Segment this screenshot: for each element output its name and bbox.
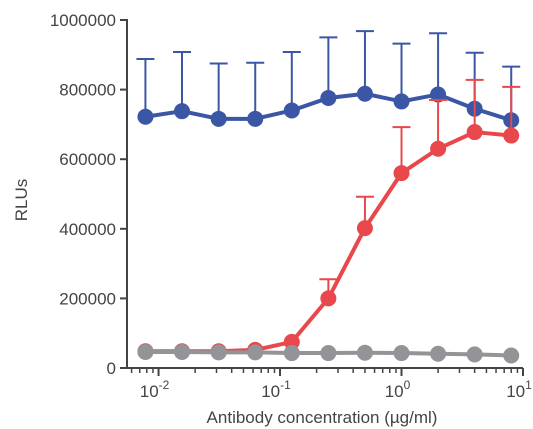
data-point (466, 124, 483, 141)
axes (126, 19, 523, 369)
series-layer (136, 30, 521, 364)
y-tick-label: 600000 (59, 150, 116, 169)
data-point (393, 165, 410, 182)
series-3 (137, 343, 520, 364)
series-line (145, 130, 512, 354)
x-axis-label: Antibody concentration (µg/ml) (207, 408, 438, 427)
data-point (503, 127, 520, 144)
y-axis-label: RLUs (12, 179, 31, 222)
data-point (137, 343, 154, 360)
data-point (283, 102, 300, 119)
data-point (137, 108, 154, 125)
data-point (210, 110, 227, 127)
data-point (430, 86, 447, 103)
x-tick-label: 10-1 (261, 378, 291, 401)
data-point (356, 85, 373, 102)
data-point (430, 140, 447, 157)
y-tick-label: 200000 (59, 289, 116, 308)
data-point (466, 346, 483, 363)
data-point (320, 345, 337, 362)
data-point (283, 345, 300, 362)
y-tick-label: 400000 (59, 220, 116, 239)
x-axis-ticks: 10-2 10-1 100 101 (130, 368, 532, 401)
data-point (356, 220, 373, 237)
data-point (320, 290, 337, 307)
x-tick-label: 10-2 (140, 378, 170, 401)
data-point (503, 347, 520, 364)
data-point (356, 344, 373, 361)
data-point (393, 93, 410, 110)
y-tick-label: 1000000 (50, 11, 116, 30)
data-point (210, 344, 227, 361)
x-tick-label: 100 (385, 378, 411, 401)
data-point (247, 344, 264, 361)
y-tick-label: 0 (107, 359, 116, 378)
data-point (320, 89, 337, 106)
data-point (430, 345, 447, 362)
y-tick-label: 800000 (59, 81, 116, 100)
x-tick-label: 101 (506, 378, 532, 401)
y-axis-ticks: 0 200000 400000 600000 800000 1000000 (50, 11, 127, 378)
data-point (247, 110, 264, 127)
series-1 (136, 30, 521, 129)
data-point (174, 103, 191, 120)
data-point (174, 343, 191, 360)
series-2 (137, 78, 521, 360)
data-point (393, 345, 410, 362)
data-point (283, 333, 300, 350)
